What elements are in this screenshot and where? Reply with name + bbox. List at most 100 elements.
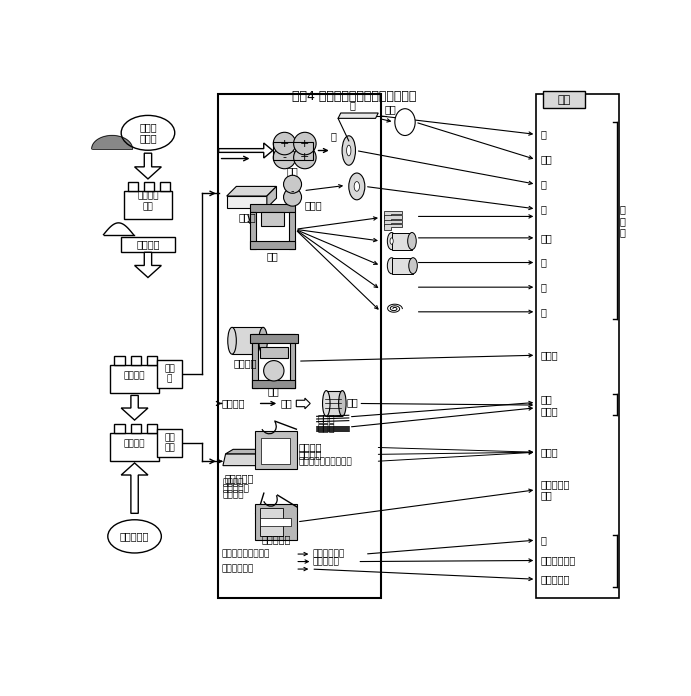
Circle shape	[264, 361, 284, 381]
Text: 新地
金: 新地 金	[164, 364, 175, 383]
FancyBboxPatch shape	[542, 91, 585, 108]
Text: 鉄鋼保湿剤: 鉄鋼保湿剤	[540, 574, 570, 584]
Polygon shape	[160, 182, 171, 191]
Text: 普通地金: 普通地金	[223, 478, 245, 487]
Text: 被覆線: 被覆線	[318, 422, 335, 433]
Polygon shape	[115, 356, 125, 365]
FancyBboxPatch shape	[261, 212, 284, 226]
Text: 熱問圧延: 熱問圧延	[222, 399, 245, 409]
Text: +: +	[300, 152, 310, 162]
Text: 形材: 形材	[540, 233, 552, 243]
Polygon shape	[218, 143, 273, 158]
Polygon shape	[296, 398, 310, 409]
Text: 裸線: 裸線	[347, 397, 359, 407]
Text: 円板: 円板	[540, 155, 552, 165]
Ellipse shape	[395, 109, 415, 136]
Circle shape	[283, 175, 301, 193]
FancyBboxPatch shape	[261, 508, 283, 536]
Text: 電線
溶加材: 電線 溶加材	[540, 394, 558, 416]
Polygon shape	[223, 454, 259, 466]
Polygon shape	[227, 196, 267, 208]
Polygon shape	[115, 425, 125, 433]
FancyBboxPatch shape	[157, 360, 182, 388]
FancyBboxPatch shape	[290, 343, 295, 388]
Ellipse shape	[409, 258, 417, 274]
FancyBboxPatch shape	[157, 429, 182, 457]
Text: スクラップ: スクラップ	[120, 531, 149, 541]
Polygon shape	[131, 425, 141, 433]
Text: 板: 板	[540, 129, 547, 139]
Text: 打抜: 打抜	[385, 104, 397, 113]
Ellipse shape	[339, 390, 346, 416]
Text: 再生
地金: 再生 地金	[164, 433, 175, 452]
Text: アルミナ
工場: アルミナ 工場	[138, 191, 159, 211]
Polygon shape	[135, 253, 161, 278]
Ellipse shape	[323, 390, 330, 416]
Text: 押出: 押出	[267, 251, 278, 261]
Circle shape	[294, 132, 316, 155]
Polygon shape	[338, 113, 378, 118]
Text: 合金地金: 合金地金	[223, 490, 245, 499]
Text: 鉄鋼用塊・粉: 鉄鋼用塊・粉	[222, 564, 254, 574]
Text: より線: より線	[318, 413, 335, 423]
Polygon shape	[227, 187, 276, 196]
Polygon shape	[131, 356, 141, 365]
Text: インゴット: インゴット	[225, 473, 254, 483]
Text: 箔圧延: 箔圧延	[305, 200, 323, 210]
Ellipse shape	[388, 232, 396, 250]
Ellipse shape	[228, 327, 236, 354]
Text: +: +	[300, 139, 310, 148]
FancyBboxPatch shape	[218, 94, 381, 598]
FancyBboxPatch shape	[255, 504, 297, 540]
Polygon shape	[111, 365, 159, 393]
Text: 製品: 製品	[558, 95, 571, 104]
Text: 伸線: 伸線	[281, 399, 292, 409]
Text: 箔くずの切断・粉砕: 箔くずの切断・粉砕	[222, 550, 270, 559]
Ellipse shape	[259, 327, 267, 354]
Text: +: +	[280, 139, 290, 148]
Ellipse shape	[354, 182, 359, 191]
Ellipse shape	[408, 232, 416, 250]
Text: ダイカスト: ダイカスト	[261, 534, 291, 544]
FancyBboxPatch shape	[255, 431, 297, 469]
FancyBboxPatch shape	[260, 347, 287, 358]
FancyBboxPatch shape	[249, 334, 298, 343]
Polygon shape	[146, 356, 157, 365]
Polygon shape	[111, 433, 159, 461]
Text: スラブ: スラブ	[238, 212, 256, 222]
FancyBboxPatch shape	[536, 94, 619, 598]
Circle shape	[294, 146, 316, 168]
Text: -: -	[283, 152, 287, 162]
Ellipse shape	[388, 258, 396, 274]
Polygon shape	[146, 425, 157, 433]
Circle shape	[283, 188, 301, 206]
Ellipse shape	[347, 145, 351, 156]
Text: ボーキ
サイト: ボーキ サイト	[139, 122, 157, 143]
Text: 線: 線	[540, 307, 547, 317]
Text: 鍛造品: 鍛造品	[540, 350, 558, 361]
Text: リン片状粉: リン片状粉	[312, 557, 339, 566]
Text: 箔: 箔	[540, 204, 547, 214]
FancyBboxPatch shape	[232, 327, 263, 354]
Text: ビレット: ビレット	[233, 358, 256, 368]
FancyBboxPatch shape	[289, 212, 295, 248]
Polygon shape	[121, 463, 148, 514]
Ellipse shape	[390, 238, 393, 244]
Circle shape	[273, 132, 296, 155]
Ellipse shape	[342, 136, 355, 165]
Text: シェル型鋳造・その他: シェル型鋳造・その他	[299, 457, 352, 466]
Text: 鋳造品: 鋳造品	[540, 448, 558, 457]
FancyBboxPatch shape	[252, 381, 295, 388]
Text: 電解工場: 電解工場	[124, 371, 145, 380]
Text: 条: 条	[540, 180, 547, 189]
Text: -: -	[291, 186, 294, 196]
Polygon shape	[384, 224, 402, 230]
Text: ダイカスト
製品: ダイカスト 製品	[540, 479, 570, 500]
Polygon shape	[121, 395, 148, 420]
Polygon shape	[384, 215, 402, 222]
FancyBboxPatch shape	[252, 343, 258, 388]
FancyBboxPatch shape	[326, 390, 342, 416]
Text: 高純度地金: 高純度地金	[223, 484, 250, 493]
Text: 図表4 アルミ製品素材のできるまで: 図表4 アルミ製品素材のできるまで	[292, 90, 416, 103]
FancyBboxPatch shape	[392, 258, 413, 274]
